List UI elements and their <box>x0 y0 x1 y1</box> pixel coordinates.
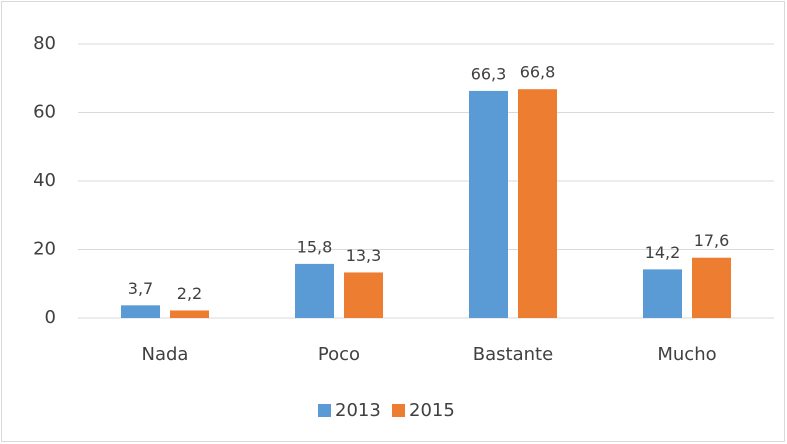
legend-label: 2015 <box>409 400 455 421</box>
bar <box>469 90 508 318</box>
bar <box>170 310 209 318</box>
value-label: 14,2 <box>645 243 681 262</box>
bar <box>518 89 557 319</box>
value-label: 2,2 <box>177 284 202 303</box>
x-tick-label: Mucho <box>657 344 716 365</box>
y-tick-label: 80 <box>33 33 56 54</box>
bar <box>295 263 334 318</box>
x-tick-label: Bastante <box>473 344 553 365</box>
value-label: 66,3 <box>471 64 507 83</box>
value-label: 13,3 <box>346 246 382 265</box>
y-tick-label: 0 <box>45 307 56 328</box>
value-label: 17,6 <box>694 231 730 250</box>
bar <box>344 272 383 318</box>
bar <box>643 269 682 318</box>
bar <box>121 305 160 318</box>
legend-swatch <box>318 404 331 417</box>
y-tick-label: 20 <box>33 239 56 260</box>
y-tick-label: 40 <box>33 170 56 191</box>
legend-swatch <box>392 404 405 417</box>
value-label: 3,7 <box>128 279 153 298</box>
value-label: 66,8 <box>520 63 556 82</box>
value-label: 15,8 <box>297 237 333 256</box>
bar <box>692 257 731 318</box>
x-tick-label: Poco <box>318 344 360 365</box>
legend-label: 2013 <box>335 400 381 421</box>
y-tick-label: 60 <box>33 102 56 123</box>
x-tick-label: Nada <box>142 344 189 365</box>
